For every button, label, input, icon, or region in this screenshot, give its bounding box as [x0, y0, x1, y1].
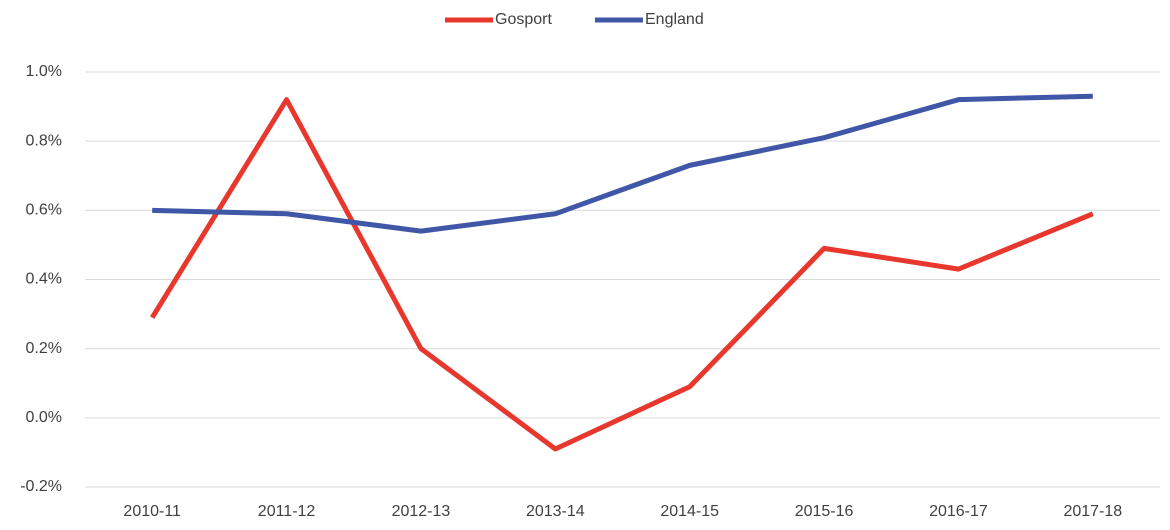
y-tick-label: 0.8%: [26, 132, 62, 149]
x-tick-label: 2010-11: [123, 503, 181, 520]
legend-label: Gosport: [495, 11, 552, 28]
legend-label: England: [645, 11, 704, 28]
x-tick-label: 2012-13: [392, 503, 451, 520]
series-line: [152, 93, 1093, 234]
x-tick-label: 2017-18: [1063, 503, 1122, 520]
y-tick-label: 0.4%: [26, 271, 62, 288]
y-tick-label: 0.2%: [26, 340, 62, 357]
x-tick-label: 2014-15: [660, 503, 719, 520]
x-tick-label: 2013-14: [526, 503, 585, 520]
x-tick-label: 2016-17: [929, 503, 988, 520]
y-tick-label: -0.2%: [20, 478, 62, 495]
x-tick-label: 2011-12: [258, 503, 316, 520]
series-line: [150, 97, 1094, 452]
x-tick-label: 2015-16: [795, 503, 854, 520]
y-tick-label: 1.0%: [26, 63, 62, 80]
y-tick-label: 0.0%: [26, 409, 62, 426]
y-tick-label: 0.6%: [26, 202, 62, 219]
